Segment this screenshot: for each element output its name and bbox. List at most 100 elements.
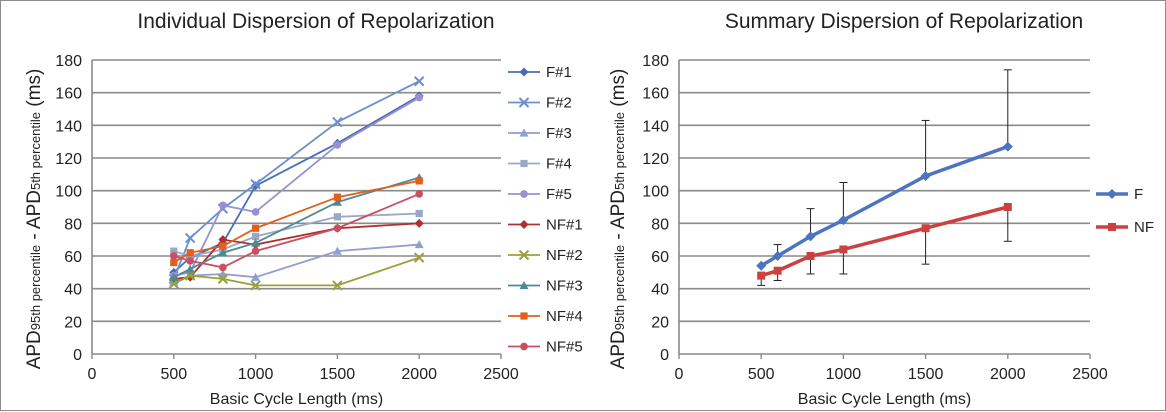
summary-gridlines [679, 59, 1090, 323]
summary-ytick-label: 40 [651, 282, 669, 299]
individual-series-nf5-point [219, 263, 227, 272]
summary-ytick-label: 80 [651, 216, 669, 233]
individual-xtick-label: 500 [160, 366, 187, 383]
individual-ytick-label: 40 [64, 282, 82, 299]
summary-series-nf-point [921, 224, 930, 233]
individual-legend-label: NF#4 [546, 308, 583, 325]
individual-series-nf5-point [186, 257, 194, 265]
individual-y-axis-label-part: APD [24, 330, 45, 369]
summary-dispersion-chart: Summary Dispersion of Repolarization 0 20 4… [608, 10, 1154, 408]
individual-xtick-label: 0 [88, 366, 97, 383]
summary-series-nf [757, 203, 1012, 286]
individual-legend-marker [519, 67, 529, 77]
individual-ytick-label: 160 [55, 86, 82, 103]
individual-series-f2-point [250, 178, 261, 190]
individual-legend-entry: F#4 [508, 156, 572, 173]
individual-series-nf3-point [332, 197, 342, 206]
individual-series-f3-line [173, 243, 420, 283]
individual-series-nf2-point [217, 273, 229, 285]
summary-series-f-error-bar [839, 182, 848, 221]
individual-series-f3 [169, 240, 424, 286]
summary-ytick-label: 0 [660, 347, 669, 364]
individual-series-f4-point [170, 247, 178, 255]
summary-ytick-label: 160 [642, 86, 669, 103]
individual-series-nf5-point [169, 252, 178, 260]
summary-y-axis-label-part: - [608, 229, 629, 245]
summary-series-nf-error-bar [839, 249, 848, 275]
individual-legend-marker [519, 128, 529, 137]
summary-legend-marker [1108, 223, 1116, 231]
individual-series-f4-point [415, 209, 423, 218]
individual-series-nf1-point [218, 235, 228, 245]
summary-legend-label: F [1134, 186, 1143, 203]
individual-legend-entry: F#2 [508, 95, 572, 112]
individual-y-axis-label-part: 95th percentile [28, 245, 43, 330]
individual-series-nf4-point [415, 177, 423, 185]
summary-series-nf-point [806, 252, 815, 260]
summary-y-axis-label-part: (ms) [608, 69, 629, 112]
individual-series-f5-point [415, 93, 424, 102]
individual-series-f4-point [252, 232, 260, 240]
individual-legend-label: NF#5 [546, 339, 583, 356]
summary-series-nf-error-bar [921, 228, 930, 265]
summary-xtick-label: 2000 [990, 366, 1026, 383]
individual-series-f2-point [184, 232, 196, 244]
individual-ytick-label: 0 [73, 347, 82, 364]
summary-ytick-label: 20 [651, 314, 669, 331]
individual-legend-label: F#3 [546, 125, 572, 142]
summary-xtick-label: 1000 [826, 366, 862, 383]
individual-x-axis-label: Basic Cycle Length (ms) [210, 391, 383, 408]
individual-legend-entry: NF#5 [508, 339, 583, 356]
individual-y-axis-label-part: (ms) [24, 69, 45, 112]
individual-series-nf2-line [173, 256, 420, 287]
summary-series-f-error-bar [1003, 69, 1012, 147]
summary-y-axis-label-part: 95th percentile [612, 245, 627, 330]
individual-series-nf4-point [252, 224, 260, 232]
individual-legend-marker [520, 190, 528, 198]
individual-ytick-label: 120 [55, 151, 82, 168]
summary-series-nf-error-bar [1003, 207, 1012, 242]
individual-legend-label: F#1 [546, 64, 572, 81]
individual-series-f5-point [251, 208, 260, 216]
individual-legend-marker [520, 342, 528, 351]
individual-series-nf5 [169, 190, 424, 272]
individual-series-nf3-point [185, 264, 195, 273]
individual-legend-label: F#5 [546, 186, 572, 203]
individual-xtick-label: 2500 [483, 366, 519, 383]
summary-series-f-error-bar [921, 119, 930, 176]
individual-series-nf4-point [333, 193, 341, 201]
individual-series-nf4-point [170, 258, 178, 267]
individual-y-axis-label: APD95th percentile - APD5th percentile (… [24, 69, 45, 370]
individual-ytick-label: 20 [64, 314, 82, 331]
summary-xtick-label: 0 [675, 366, 684, 383]
summary-series-f-point [772, 251, 783, 261]
individual-legend-entry: F#1 [508, 64, 572, 81]
individual-series-nf3-point [218, 248, 228, 257]
individual-xtick-label: 2000 [401, 366, 437, 383]
individual-series-nf5-point [415, 190, 424, 198]
individual-series-f2-line [172, 80, 420, 280]
individual-legend-label: NF#1 [546, 217, 583, 234]
summary-series-nf-point [757, 271, 766, 280]
individual-series-nf2-point [413, 252, 425, 263]
summary-x-axis-label: Basic Cycle Length (ms) [798, 391, 971, 408]
summary-legend-entry: NF [1096, 219, 1154, 236]
individual-legend-entry: NF#2 [508, 247, 583, 264]
individual-ytick-label: 60 [64, 249, 82, 266]
summary-series-nf-line [760, 205, 1009, 278]
individual-series-f3-point [251, 272, 261, 281]
individual-series-nf4 [170, 177, 423, 267]
summary-xtick-label: 2500 [1072, 366, 1108, 383]
individual-legend-label: NF#3 [546, 278, 583, 295]
individual-legend-label: F#4 [546, 156, 572, 173]
individual-series-nf5-point [333, 224, 342, 233]
individual-legend-entry: F#5 [508, 186, 572, 203]
summary-y-axis-label-part: APD [608, 330, 629, 369]
individual-xtick-label: 1500 [320, 366, 356, 383]
individual-legend-entry: F#3 [508, 125, 572, 142]
individual-y-axis-label-part: - [24, 229, 45, 245]
summary-y-axis-label: APD95th percentile - APD5th percentile (… [608, 69, 629, 370]
summary-ytick-label: 140 [642, 118, 669, 135]
individual-y-axis-label-part: APD [24, 190, 45, 229]
individual-series-nf1-point [414, 218, 424, 228]
